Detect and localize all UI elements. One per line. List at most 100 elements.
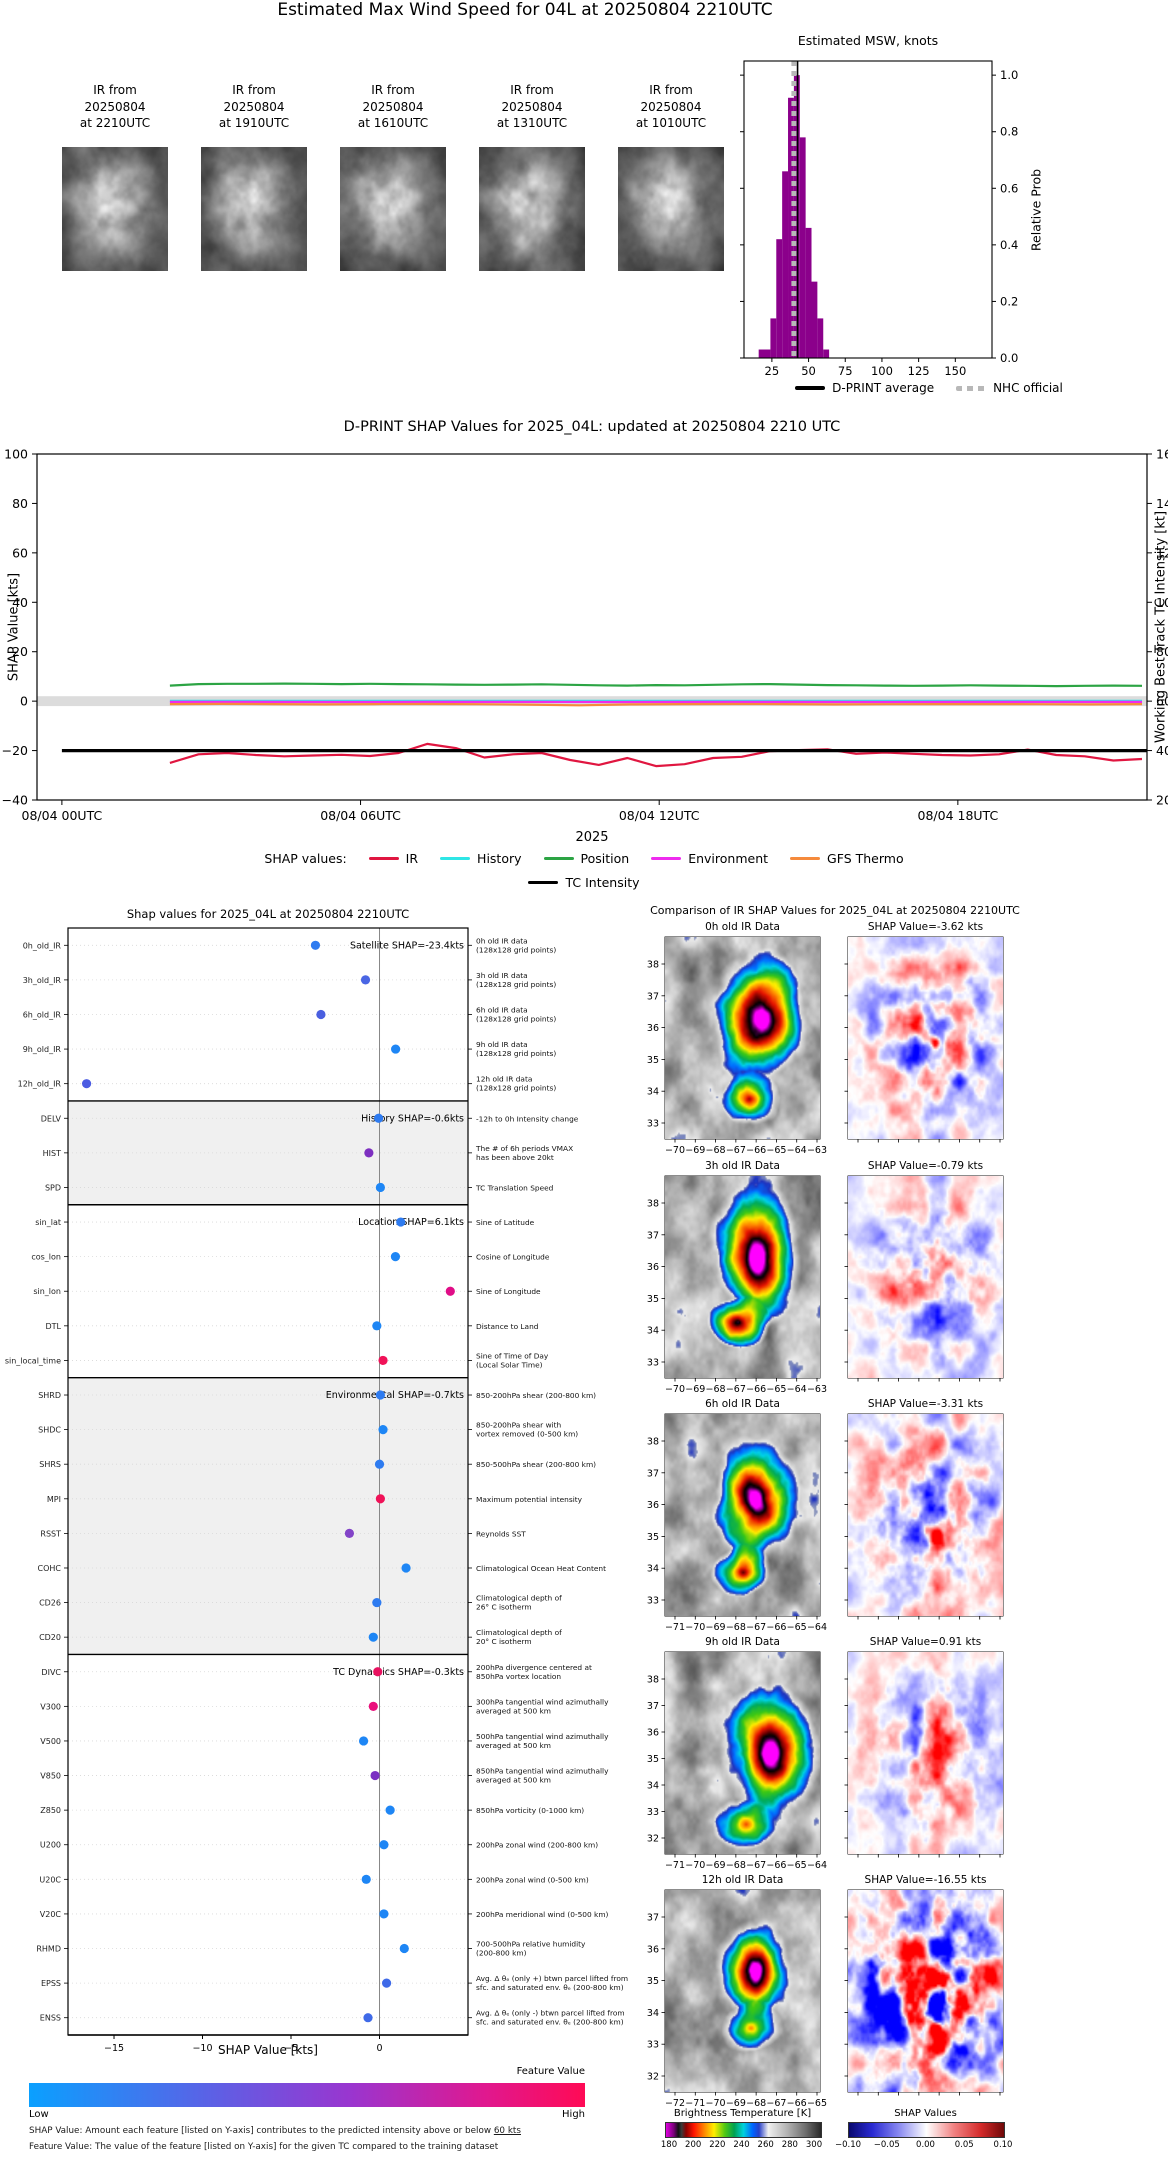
feature-label-9h_old_IR: 9h_old_IR [23, 1045, 62, 1054]
feature-description: 9h old IR data [476, 1040, 528, 1049]
shap-dot-RSST [344, 1528, 355, 1538]
feature-value-colorbar [29, 2083, 585, 2107]
lat-tick: 34 [647, 2008, 659, 2019]
shap-dot-V500 [358, 1736, 369, 1746]
timeseries-ytick-right: 160 [1156, 447, 1168, 462]
ir-thumbnail-image [62, 147, 168, 271]
lon-tick: −65 [787, 1622, 807, 1633]
timeseries-xtick: 08/04 00UTC [22, 808, 103, 823]
shap-dot-EPSS [381, 1978, 392, 1988]
ir-map-canvas-0h [665, 937, 820, 1139]
lon-tick: −68 [726, 1860, 746, 1871]
group-background [68, 1377, 468, 1655]
group-annotation: Environmental SHAP=-0.7kts [326, 1390, 464, 1401]
lat-tick: 35 [647, 1532, 659, 1543]
legend-label: History [477, 851, 522, 866]
lon-tick: −64 [807, 1860, 827, 1871]
feature-label-HIST: HIST [43, 1149, 61, 1158]
lat-tick: 38 [647, 1675, 659, 1686]
timeseries-legend-item: IR [368, 851, 419, 866]
feature-description: 850-500hPa shear (200-800 km) [476, 1460, 596, 1469]
feature-description: Cosine of Longitude [476, 1253, 550, 1262]
shap-dot-sin_local_time [378, 1355, 388, 1366]
lat-tick: 33 [647, 1358, 659, 1369]
zero-band [37, 696, 1147, 707]
feature-description: 300hPa tangential wind azimuthally [476, 1697, 609, 1706]
feature-description: Sine of Latitude [476, 1218, 535, 1227]
histogram-bar [770, 318, 777, 358]
shap-dot-DIVC [373, 1667, 383, 1677]
group-annotation: History SHAP=-0.6kts [361, 1113, 464, 1124]
lat-tick: 34 [647, 1564, 659, 1575]
shap-map-title: SHAP Value=-3.31 kts [868, 1398, 983, 1410]
lon-tick: −70 [685, 1622, 705, 1633]
ir-map-canvas-6h [665, 1414, 820, 1616]
feature-description: 850hPa vortex location [476, 1672, 561, 1681]
feature-label-0h_old_IR: 0h_old_IR [23, 941, 62, 950]
lon-tick: −63 [807, 1145, 827, 1156]
legend-swatch [543, 856, 574, 861]
feature-description: Avg. Δ θₑ (only +) btwn parcel lifted fr… [476, 1974, 628, 1983]
legend-swatch [528, 880, 559, 885]
lon-tick: −71 [665, 1622, 685, 1633]
shap-dot-V300 [368, 1701, 378, 1711]
timeseries-legend-row2: TC Intensity [0, 875, 1168, 890]
feature-description: 200hPa divergence centered at [476, 1663, 592, 1672]
shap-colorbar-tick: 0.05 [954, 2140, 974, 2150]
shap-dot-RHMD [399, 1943, 409, 1954]
shap-colorbar-tick: 0.00 [916, 2140, 935, 2150]
lon-tick: −69 [706, 1622, 726, 1633]
feature-label-DELV: DELV [41, 1114, 62, 1123]
shap-dot-cos_lon [390, 1252, 401, 1262]
ir-thumbnail-label: IR from 20250804 at 1310UTC [467, 82, 597, 132]
feature-description: Sine of Longitude [476, 1287, 541, 1296]
lat-tick: 37 [647, 1913, 659, 1924]
feature-value-high-label: High [562, 2109, 585, 2120]
timeseries-xtick: 08/04 18UTC [918, 808, 999, 823]
feature-description: Sine of Time of Day [476, 1351, 549, 1360]
shap-map-canvas-0h [848, 937, 1003, 1139]
feature-description: vortex removed (0-500 km) [476, 1430, 578, 1439]
feature-description: averaged at 500 km [476, 1706, 551, 1715]
feature-label-CD26: CD26 [39, 1599, 61, 1608]
histogram-legend: D-PRINT average NHC official [690, 381, 1168, 395]
histogram-y-tick: 0.2 [1000, 294, 1018, 308]
shap-dot-sin_lon [445, 1286, 455, 1296]
ir-thumbnail-label-line: at 1910UTC [218, 116, 290, 130]
histogram-bar [793, 75, 800, 358]
shap-dot-9h_old_IR [391, 1044, 401, 1054]
histogram-y-tick: 0.0 [1000, 351, 1018, 365]
comparison-title: Comparison of IR SHAP Values for 2025_04… [650, 904, 1020, 917]
footnote-shap-value: SHAP Value: Amount each feature [listed … [29, 2126, 521, 2136]
timeseries-legend-item: GFS Thermo [790, 851, 904, 866]
shap-dot-HIST [364, 1148, 374, 1158]
ir-thumbnail-label-line: IR from [649, 83, 693, 97]
histogram-legend-item: NHC official [956, 381, 1063, 395]
ir-map-title: 6h old IR Data [705, 1398, 780, 1410]
timeseries-legend-item: Position [543, 851, 630, 866]
timeseries-legend-item: TC Intensity [528, 875, 640, 890]
histogram-bar [811, 281, 818, 358]
legend-label: Position [580, 851, 630, 866]
timeseries-xlabel: 2025 [575, 830, 609, 845]
histogram-plot: 25 50 75 100 125 150 0.0 0.2 0.4 0.6 0.8 1.0 [740, 60, 1018, 378]
lat-tick: 35 [647, 1055, 659, 1066]
feature-description: 26° C isotherm [476, 1603, 532, 1612]
shap-colorbar-label: SHAP Values [894, 2108, 957, 2119]
histogram-border [743, 60, 993, 359]
shap-dot-COHC [401, 1563, 411, 1573]
legend-swatch [440, 856, 471, 861]
shap-dot-V20C [379, 1909, 389, 1919]
shap-map-title: SHAP Value=-3.62 kts [868, 921, 983, 933]
feature-description: (128x128 grid points) [476, 980, 556, 989]
timeseries-ytick-left: 80 [12, 496, 28, 511]
ir-thumbnail-label-line: 20250804 [84, 99, 146, 114]
feature-description: 850hPa tangential wind azimuthally [476, 1767, 609, 1776]
feature-label-ENSS: ENSS [40, 2014, 61, 2023]
ir-thumbnail-label: IR from 20250804 at 1910UTC [189, 82, 319, 132]
ir-thumbnail-label: IR from 20250804 at 1010UTC [606, 82, 736, 132]
feature-label-U200: U200 [40, 1841, 61, 1850]
legend-label: IR [405, 851, 419, 866]
bt-colorbar-tick: 220 [709, 2140, 726, 2150]
lat-tick: 35 [647, 1294, 659, 1305]
